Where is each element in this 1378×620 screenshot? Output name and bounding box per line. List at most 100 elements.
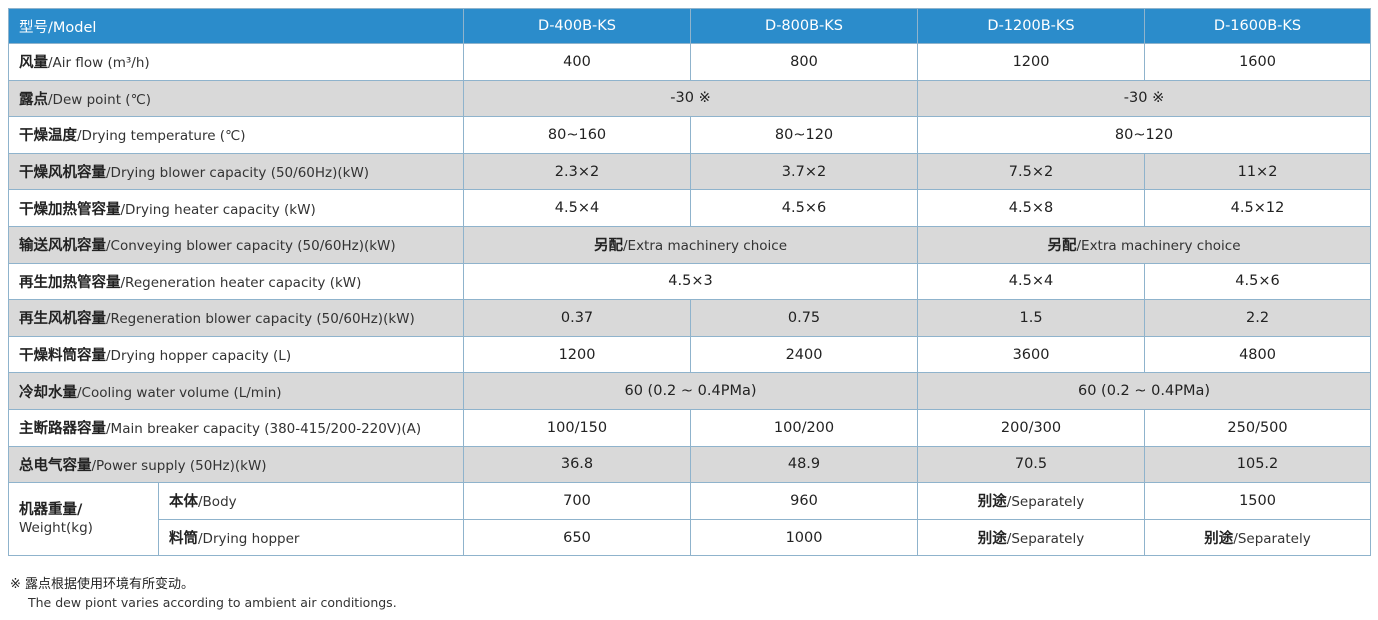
row-label: 输送风机容量/Conveying blower capacity (50/60H… <box>7 225 465 264</box>
text-zh: 机器重量/ <box>19 502 83 519</box>
value-cell: 960 <box>690 482 919 520</box>
text-zh: 另配 <box>593 238 623 255</box>
value-cell: 3600 <box>917 335 1146 374</box>
header-label: 型号/Model <box>7 8 465 44</box>
text-en: /Separately <box>1233 531 1311 548</box>
model-header: D-1200B-KS <box>917 8 1146 44</box>
value-cell: 1200 <box>463 335 692 374</box>
text-en: /Drying blower capacity (50/60Hz)(kW) <box>106 165 370 182</box>
text-en: /Main breaker capacity (380-415/200-220V… <box>106 421 422 438</box>
text-en: /Cooling water volume (L/min) <box>77 384 282 401</box>
value-cell: -30 ※ <box>917 79 1372 118</box>
value-cell: 3.7×2 <box>690 152 919 191</box>
text-zh: 主断路器容量 <box>19 421 106 438</box>
value-cell: 1.5 <box>917 299 1146 337</box>
value-cell: 4.5×6 <box>690 189 919 227</box>
value-cell: 2.3×2 <box>463 152 692 191</box>
spec-table: 型号/Model D-400B-KS D-800B-KS D-1200B-KS D-1… <box>7 8 1372 557</box>
weight-row: 机器重量/Weight(kg) 本体/Body 700 960 别途/Separatel… <box>8 482 1372 557</box>
value-cell: 另配/Extra machinery choice <box>463 225 919 264</box>
row-label: 主断路器容量/Main breaker capacity (380-415/20… <box>7 408 465 447</box>
value-cell: 80~160 <box>463 116 692 154</box>
value-cell: 700 <box>463 482 692 520</box>
label-zh: 型号 <box>19 19 48 36</box>
value-cell: 200/300 <box>917 408 1146 447</box>
value-cell: 650 <box>463 518 692 557</box>
row-label: 干燥温度/Drying temperature (℃) <box>7 116 465 154</box>
text-en: /Conveying blower capacity (50/60Hz)(kW) <box>106 238 396 255</box>
model-header: D-800B-KS <box>690 8 919 44</box>
text-en: /Power supply (50Hz)(kW) <box>91 457 267 474</box>
value-cell: 80~120 <box>690 116 919 154</box>
value-cell: 0.37 <box>463 299 692 337</box>
value-cell: 别途/Separately <box>917 482 1146 520</box>
text-zh: 风量 <box>19 55 48 72</box>
text-en: /Drying hopper capacity (L) <box>106 348 292 365</box>
value-cell: 别途/Separately <box>917 518 1146 557</box>
header-row: 型号/Model D-400B-KS D-800B-KS D-1200B-KS D-1… <box>7 8 1372 44</box>
value-cell: 别途/Separately <box>1144 518 1372 557</box>
text-zh: 再生风机容量 <box>19 311 106 328</box>
footnote-en: The dew piont varies according to ambien… <box>28 595 397 610</box>
spec-row: 冷却水量/Cooling water volume (L/min) 60 (0.2… <box>7 372 1372 410</box>
model-header: D-400B-KS <box>463 8 692 44</box>
text-zh: 冷却水量 <box>19 384 77 401</box>
text-en: /Body <box>198 494 237 511</box>
text-en: /Regeneration blower capacity (50/60Hz)(… <box>106 311 415 328</box>
spec-row: 干燥料筒容量/Drying hopper capacity (L) 1200 240… <box>7 335 1372 374</box>
spec-row: 干燥加热管容量/Drying heater capacity (kW) 4.5×4… <box>7 189 1372 227</box>
value-cell: 0.75 <box>690 299 919 337</box>
text-zh: 露点 <box>19 91 48 108</box>
text-zh: 干燥风机容量 <box>19 165 106 182</box>
text-zh: 输送风机容量 <box>19 238 106 255</box>
value-cell: 2400 <box>690 335 919 374</box>
text-en: /Separately <box>1006 531 1085 548</box>
text-en: /Separately <box>1006 494 1085 511</box>
footnote: ※ 露点根据使用环境有所变动。 The dew piont varies acc… <box>10 576 397 612</box>
value-cell: 4.5×4 <box>917 262 1146 301</box>
row-label: 干燥料筒容量/Drying hopper capacity (L) <box>7 335 465 374</box>
label-en: /Model <box>48 19 97 36</box>
weight-label: 机器重量/Weight(kg) <box>8 482 159 557</box>
text-zh: 干燥料筒容量 <box>19 348 106 365</box>
text-zh: 别途 <box>977 494 1007 511</box>
text-en: /Extra machinery choice <box>1076 238 1241 255</box>
text-en: /Dew point (℃) <box>48 91 151 108</box>
row-label: 再生加热管容量/Regeneration heater capacity (kW… <box>7 262 465 301</box>
weight-row: 料筒/Drying hopper 650 1000 别途/Separately 别途/S… <box>9 518 1372 557</box>
value-cell: 60 (0.2 ~ 0.4PMa) <box>463 372 919 410</box>
value-cell: 250/500 <box>1144 408 1372 447</box>
value-cell: 1000 <box>690 518 919 557</box>
spec-row: 输送风机容量/Conveying blower capacity (50/60H… <box>7 225 1372 264</box>
text-zh: 本体 <box>169 494 198 511</box>
value-cell: 100/200 <box>690 408 919 447</box>
spec-row: 风量/Air flow (m³/h) 400 800 1200 1600 <box>7 43 1372 81</box>
value-cell: 80~120 <box>917 116 1372 154</box>
row-label: 干燥加热管容量/Drying heater capacity (kW) <box>7 189 465 227</box>
value-cell: 4.5×8 <box>917 189 1146 227</box>
spec-row: 再生加热管容量/Regeneration heater capacity (kW… <box>7 262 1372 301</box>
row-label: 再生风机容量/Regeneration blower capacity (50/… <box>7 299 465 337</box>
spec-row: 露点/Dew point (℃) -30 ※ -30 ※ <box>7 79 1372 118</box>
text-en: /Air flow (m³/h) <box>48 55 150 72</box>
value-cell: 105.2 <box>1144 445 1372 484</box>
footnote-zh: ※ 露点根据使用环境有所变动。 <box>10 577 195 592</box>
sub-label: 本体/Body <box>157 482 465 520</box>
text-en: Weight(kg) <box>19 520 93 537</box>
text-zh: 干燥温度 <box>19 128 77 145</box>
value-cell: 7.5×2 <box>917 152 1146 191</box>
value-cell: 36.8 <box>463 445 692 484</box>
row-label: 风量/Air flow (m³/h) <box>7 43 465 81</box>
spec-row: 干燥温度/Drying temperature (℃) 80~160 80~120 8… <box>7 116 1372 154</box>
value-cell: 另配/Extra machinery choice <box>917 225 1372 264</box>
spec-row: 干燥风机容量/Drying blower capacity (50/60Hz)(… <box>7 152 1372 191</box>
spec-row: 总电气容量/Power supply (50Hz)(kW) 36.8 48.9 70.… <box>7 445 1372 484</box>
value-cell: 2.2 <box>1144 299 1372 337</box>
text-en: /Extra machinery choice <box>622 238 788 255</box>
value-cell: 70.5 <box>917 445 1146 484</box>
row-label: 露点/Dew point (℃) <box>7 79 465 118</box>
row-label: 冷却水量/Cooling water volume (L/min) <box>7 372 465 410</box>
value-cell: 400 <box>463 43 692 81</box>
value-cell: 4.5×12 <box>1144 189 1372 227</box>
